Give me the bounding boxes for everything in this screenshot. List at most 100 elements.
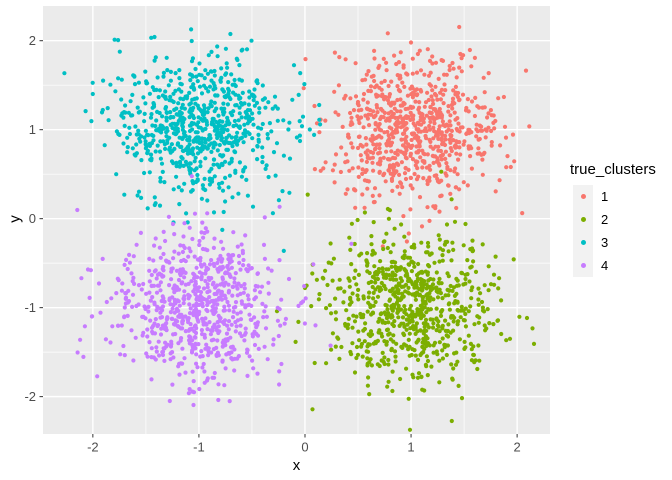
data-point: [424, 286, 429, 291]
legend-key: [573, 185, 593, 208]
data-point: [408, 207, 413, 212]
data-point: [376, 269, 381, 275]
data-point: [455, 307, 460, 313]
data-point: [408, 313, 413, 318]
data-point: [400, 315, 406, 320]
data-point: [391, 339, 396, 344]
data-point: [278, 323, 283, 328]
data-point: [161, 229, 166, 234]
data-point: [448, 146, 453, 151]
data-point: [151, 258, 156, 263]
data-point: [218, 282, 223, 287]
data-point: [250, 332, 255, 337]
data-point: [103, 337, 108, 342]
data-point: [392, 319, 397, 324]
data-point: [465, 258, 470, 263]
data-point: [163, 89, 168, 94]
data-point: [419, 224, 425, 229]
data-point: [226, 252, 231, 257]
data-point: [324, 306, 329, 311]
data-point: [143, 128, 148, 133]
data-point: [363, 136, 368, 141]
data-point: [229, 350, 234, 355]
data-point: [147, 141, 152, 146]
data-point: [227, 308, 232, 313]
data-point: [474, 134, 479, 139]
data-point: [415, 120, 420, 125]
data-point: [328, 343, 333, 348]
data-point: [379, 280, 384, 286]
y-tick-label: 1: [29, 122, 36, 137]
data-point: [408, 145, 414, 150]
data-point: [243, 330, 248, 336]
data-point: [302, 284, 307, 289]
data-point: [145, 132, 150, 137]
data-point: [422, 160, 427, 165]
data-point: [418, 352, 423, 358]
data-point: [125, 313, 130, 318]
data-point: [256, 132, 261, 137]
data-point: [158, 255, 163, 260]
data-point: [410, 91, 415, 96]
data-point: [447, 67, 452, 73]
data-point: [181, 163, 186, 168]
data-point: [392, 53, 397, 58]
data-point: [194, 361, 199, 366]
data-point: [253, 321, 258, 326]
data-point: [275, 318, 280, 323]
data-point: [231, 90, 236, 95]
data-point: [119, 323, 124, 328]
data-point: [144, 291, 149, 296]
data-point: [188, 78, 193, 83]
data-point: [384, 339, 389, 344]
data-point: [193, 279, 198, 284]
data-point: [360, 171, 365, 176]
data-point: [386, 216, 391, 221]
data-point: [298, 71, 303, 76]
data-point: [171, 161, 176, 166]
data-point: [147, 340, 152, 345]
data-point: [156, 323, 161, 328]
data-point: [186, 165, 192, 170]
data-point: [389, 176, 394, 181]
data-point: [353, 205, 358, 210]
data-point: [434, 270, 439, 275]
data-point: [399, 278, 404, 283]
data-point: [266, 280, 271, 285]
data-point: [453, 84, 458, 89]
data-point: [443, 171, 448, 176]
data-point: [260, 121, 265, 127]
data-point: [125, 300, 131, 305]
data-point: [412, 312, 417, 317]
data-point: [177, 76, 182, 81]
data-point: [316, 297, 321, 302]
data-point: [446, 183, 451, 188]
data-point: [203, 278, 208, 284]
data-point: [153, 149, 158, 154]
data-point: [457, 65, 462, 70]
data-point: [204, 342, 209, 347]
data-point: [386, 362, 391, 367]
data-point: [452, 351, 457, 356]
data-point: [198, 255, 203, 261]
data-point: [208, 328, 213, 333]
data-point: [439, 58, 444, 63]
data-point: [391, 167, 396, 172]
data-point: [161, 251, 166, 257]
data-point: [408, 326, 413, 331]
data-point: [218, 78, 223, 83]
data-point: [227, 260, 232, 265]
data-point: [167, 298, 172, 303]
data-point: [158, 310, 163, 315]
data-point: [302, 321, 307, 326]
data-point: [152, 243, 157, 248]
data-point: [367, 392, 372, 397]
data-point: [145, 151, 150, 156]
data-point: [158, 288, 163, 293]
data-point: [417, 293, 422, 298]
data-point: [435, 179, 441, 184]
data-point: [377, 63, 382, 68]
data-point: [169, 142, 174, 147]
data-point: [222, 106, 227, 111]
data-point: [266, 100, 271, 105]
